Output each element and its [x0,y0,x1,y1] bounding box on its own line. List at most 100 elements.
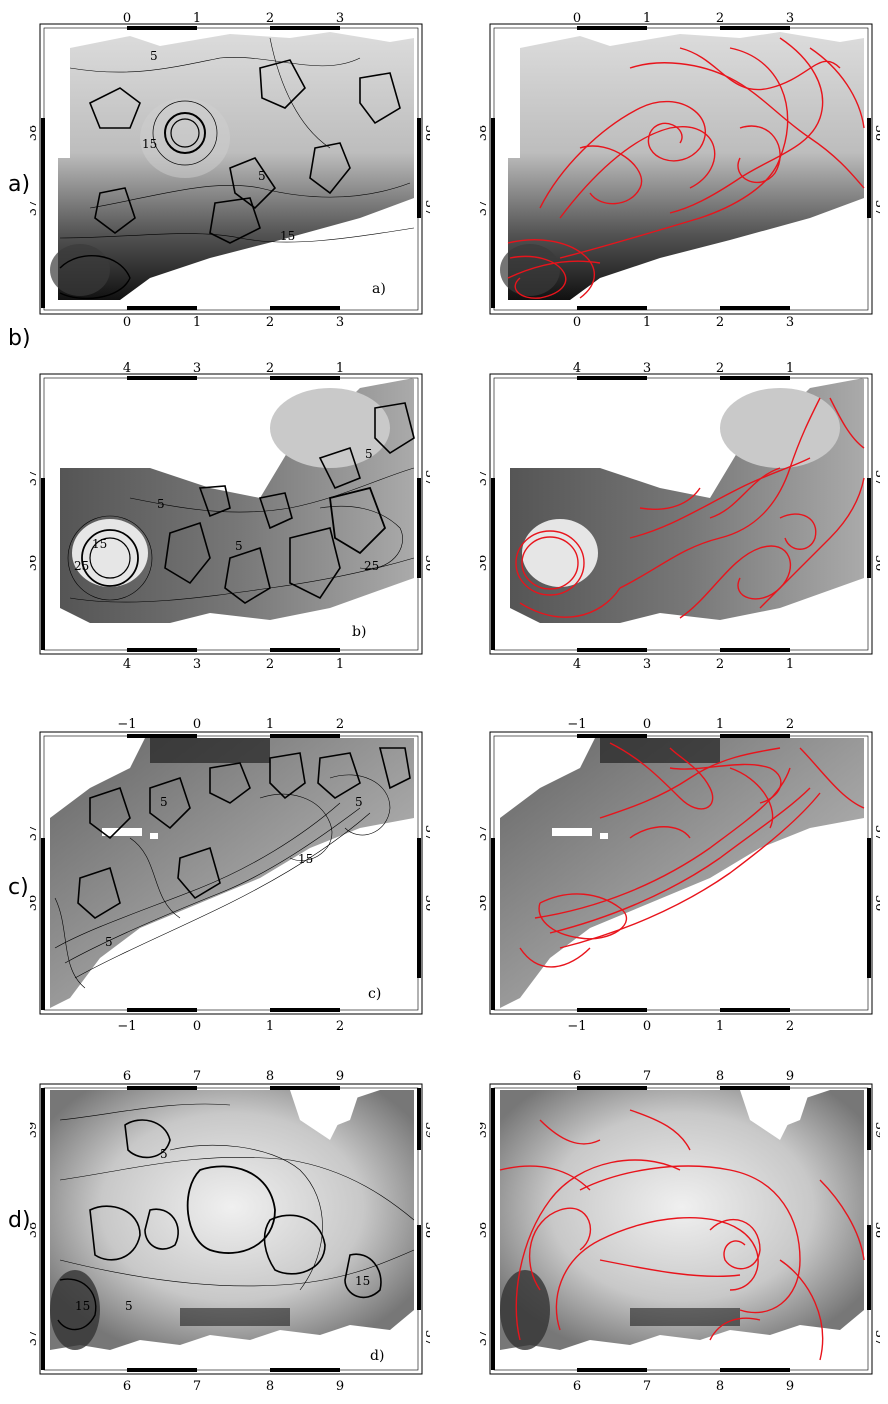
left-tick-label: 36 [480,895,490,912]
top-tick-label: 8 [266,1069,274,1084]
contour-label: 15 [355,1274,370,1288]
bottom-tick-label: 3 [786,315,794,328]
right-tick-label: 37 [872,825,880,842]
top-tick-label: 1 [193,11,201,26]
bottom-tick-label: 0 [573,315,581,328]
contour-label: 5 [258,169,266,183]
top-tick-label: 1 [786,361,794,376]
top-tick-label: 8 [716,1069,724,1084]
contour-label: 15 [142,137,157,151]
panel-inner-label: d) [370,1348,384,1364]
right-tick-label: 38 [872,125,880,142]
right-tick-label: 38 [422,125,430,142]
bottom-tick-label: 9 [336,1379,344,1394]
top-tick-label: 9 [336,1069,344,1084]
top-tick-label: 3 [786,11,794,26]
contour-label: 5 [160,1147,168,1161]
bottom-tick-label: 1 [643,315,651,328]
bottom-tick-label: 4 [123,657,131,672]
right-tick-label: 37 [872,1330,880,1347]
left-tick-label: 39 [30,1122,40,1139]
top-tick-label: 1 [336,361,344,376]
bottom-tick-label: 2 [786,1019,794,1034]
top-tick-label: 0 [573,11,581,26]
top-tick-label: 2 [716,361,724,376]
bottom-tick-label: 1 [716,1019,724,1034]
bottom-tick-label: −1 [567,1019,586,1034]
bottom-tick-label: 2 [266,315,274,328]
bottom-tick-label: 0 [123,315,131,328]
left-tick-label: 38 [480,125,490,142]
top-tick-label: 0 [123,11,131,26]
contour-label: 5 [160,795,168,809]
contour-label: 25 [74,559,89,573]
bottom-tick-label: 7 [643,1379,651,1394]
left-tick-label: 37 [480,470,490,487]
panel-a-contours: 5 15 5 15 0 1 2 3 0 1 2 3 38 37 38 37 a) [30,11,430,328]
top-tick-label: −1 [117,717,136,732]
left-tick-label: 36 [480,555,490,572]
bottom-tick-label: 0 [643,1019,651,1034]
bottom-tick-label: 2 [266,657,274,672]
contour-label: 25 [364,559,379,573]
panel-inner-label: a) [372,281,386,297]
bottom-tick-label: 1 [193,315,201,328]
top-tick-label: 0 [193,717,201,732]
bottom-tick-label: 8 [716,1379,724,1394]
top-tick-label: 4 [123,361,131,376]
right-tick-label: 37 [872,470,880,487]
panel-b-contours: 5 15 25 5 25 5 4 3 2 1 4 3 2 1 37 36 37 … [30,361,430,672]
top-tick-label: 2 [786,717,794,732]
row-label-c: c) [8,875,29,900]
panel-c-lagrangian: −1 0 1 2 −1 0 1 2 37 36 37 36 [480,717,880,1034]
top-tick-label: 3 [193,361,201,376]
contour-label: 5 [157,497,165,511]
right-tick-label: 36 [872,555,880,572]
left-tick-label: 36 [30,895,40,912]
top-tick-label: 2 [336,717,344,732]
top-tick-label: 0 [643,717,651,732]
top-tick-label: 1 [716,717,724,732]
bottom-tick-label: 1 [786,657,794,672]
left-tick-label: 37 [480,200,490,217]
bottom-tick-label: 0 [193,1019,201,1034]
bottom-tick-label: 9 [786,1379,794,1394]
right-tick-label: 36 [422,895,430,912]
bottom-tick-label: 3 [643,657,651,672]
left-tick-label: 37 [480,1330,490,1347]
right-tick-label: 36 [422,555,430,572]
top-tick-label: 3 [643,361,651,376]
left-tick-label: 38 [30,125,40,142]
contour-label: 5 [105,935,113,949]
top-tick-label: 2 [716,11,724,26]
row-label-b: b) [8,326,31,351]
contour-label: 5 [355,795,363,809]
panel-d-lagrangian: 6 7 8 9 6 7 8 9 39 38 37 39 38 37 [480,1069,880,1394]
left-tick-label: 39 [480,1122,490,1139]
bottom-tick-label: 4 [573,657,581,672]
right-tick-label: 37 [422,825,430,842]
right-tick-label: 38 [872,1222,880,1239]
bottom-tick-label: 2 [336,1019,344,1034]
bottom-tick-label: −1 [117,1019,136,1034]
top-tick-label: 6 [123,1069,131,1084]
bottom-tick-label: 6 [123,1379,131,1394]
row-label-d: d) [8,1208,31,1233]
top-tick-label: 7 [643,1069,651,1084]
panel-b-lagrangian: 4 3 2 1 4 3 2 1 37 36 37 36 [480,361,880,672]
contour-label: 5 [125,1299,133,1313]
contour-label: 5 [365,447,373,461]
right-tick-label: 39 [872,1122,880,1139]
bottom-tick-label: 7 [193,1379,201,1394]
top-tick-label: −1 [567,717,586,732]
right-tick-label: 37 [422,200,430,217]
row-label-a: a) [8,172,31,197]
right-tick-label: 37 [872,200,880,217]
contour-label: 15 [280,229,295,243]
top-tick-label: 4 [573,361,581,376]
top-tick-label: 1 [643,11,651,26]
panel-inner-label: b) [352,624,366,640]
panel-inner-label: c) [368,986,381,1002]
bottom-tick-label: 8 [266,1379,274,1394]
bottom-tick-label: 3 [193,657,201,672]
